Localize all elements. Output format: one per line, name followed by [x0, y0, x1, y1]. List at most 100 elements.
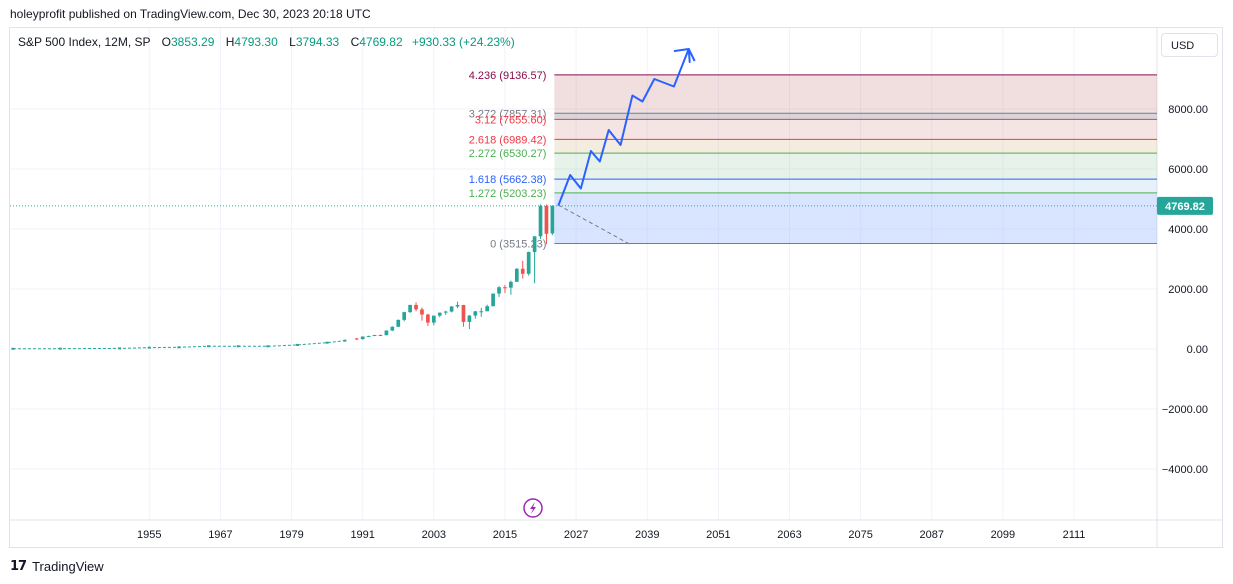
y-tick-label: −4000.00: [1162, 464, 1208, 476]
candle-body: [509, 281, 513, 288]
candle-body: [431, 315, 436, 323]
candle-body: [479, 311, 484, 313]
fib-band: [554, 192, 1157, 244]
candle-body: [414, 304, 418, 310]
fib-band: [554, 119, 1157, 140]
fib-band: [554, 153, 1157, 180]
candle-body: [473, 311, 478, 316]
early-candle: [343, 339, 347, 342]
candle-body: [532, 236, 537, 253]
y-tick-label: 2000.00: [1168, 284, 1208, 296]
early-candle: [236, 345, 240, 348]
early-candle: [295, 343, 299, 346]
early-candle: [207, 345, 211, 348]
x-tick-label: 2015: [493, 529, 517, 541]
candle-body: [449, 306, 454, 312]
candle-body: [503, 287, 507, 289]
x-tick-label: 1979: [279, 529, 303, 541]
fib-level-label: 1.618 (5662.38): [469, 174, 547, 186]
fib-level-label: 3.12 (7655.60): [475, 114, 547, 126]
x-tick-label: 2027: [564, 529, 588, 541]
candle-body: [384, 330, 389, 336]
open-label: O: [161, 35, 171, 49]
projection-arrow-path: [557, 48, 696, 206]
candle-body: [354, 338, 359, 340]
projection-arrowhead: [673, 48, 691, 63]
fib-level-label: 1.272 (5203.23): [469, 188, 547, 200]
candle-body: [437, 312, 442, 316]
fib-level-label: 2.618 (6989.42): [469, 134, 547, 146]
candle-body: [491, 293, 495, 307]
x-tick-label: 1967: [208, 529, 232, 541]
fib-band: [554, 113, 1157, 120]
candle-body: [366, 335, 371, 337]
candle-body: [544, 206, 549, 234]
candle-body: [485, 306, 490, 312]
fib-band: [554, 74, 1157, 114]
y-tick-label: 8000.00: [1168, 104, 1208, 116]
early-candle: [177, 346, 181, 349]
candle-body: [550, 205, 555, 234]
candle-body: [372, 335, 377, 337]
early-candle: [147, 346, 151, 349]
y-tick-label: −2000.00: [1162, 404, 1208, 416]
currency-button[interactable]: USD: [1161, 33, 1218, 57]
close-label: C: [350, 35, 360, 49]
open-value: 3853.29: [171, 35, 215, 49]
candle-body: [497, 287, 501, 294]
footer-brand-label: TradingView: [32, 558, 104, 574]
chart-frame: [9, 27, 1223, 548]
x-tick-label: 2099: [991, 529, 1015, 541]
fib-level-label: 3.272 (7857.31): [469, 108, 547, 120]
early-candle: [325, 341, 329, 344]
candle-body: [360, 336, 365, 340]
low-value: 3794.33: [295, 35, 340, 49]
early-candle: [266, 345, 270, 348]
fib-level-label: 0 (3515.23): [490, 239, 546, 251]
candle-body: [390, 326, 395, 331]
symbol-name[interactable]: S&P 500 Index, 12M, SP: [18, 35, 151, 49]
candle-body: [408, 304, 412, 313]
grid: [10, 28, 1157, 520]
fib-band: [554, 139, 1157, 154]
candle-body: [443, 311, 448, 313]
candle-body: [426, 314, 430, 323]
x-tick-label: 2003: [422, 529, 446, 541]
y-tick-label: 4000.00: [1168, 224, 1208, 236]
high-label: H: [225, 35, 235, 49]
low-label: L: [289, 35, 296, 49]
candle-body: [538, 206, 543, 237]
candle-body: [420, 309, 424, 315]
early-candle: [58, 347, 62, 350]
candle-body: [467, 315, 472, 322]
event-lightning-icon[interactable]: [523, 498, 543, 518]
y-tick-label: 0.00: [1187, 344, 1208, 356]
close-value: 4769.82: [359, 35, 403, 49]
candle-body: [514, 268, 519, 282]
current-price-badge: [1157, 196, 1213, 215]
fib-band: [554, 179, 1157, 193]
x-tick-label: 1955: [137, 529, 161, 541]
high-value: 4793.30: [234, 35, 278, 49]
footer-brand: 𝟭𝟳 TradingView: [10, 558, 104, 574]
current-price-badge-label: 4769.82: [1165, 201, 1205, 213]
candle-body: [520, 268, 525, 274]
candle-body: [396, 319, 401, 327]
x-tick-label: 1991: [350, 529, 374, 541]
x-tick-label: 2063: [777, 529, 801, 541]
candle-body: [455, 304, 460, 307]
early-candle: [11, 347, 15, 350]
x-tick-label: 2087: [920, 529, 944, 541]
x-tick-label: 2051: [706, 529, 730, 541]
fib-level-label: 2.272 (6530.27): [469, 148, 547, 160]
candle-body: [402, 312, 407, 320]
plot-area: 4.236 (9136.57) 3.272 (7857.31)3.12 (7655…: [10, 48, 1157, 350]
early-candle: [118, 347, 122, 350]
x-tick-label: 2111: [1063, 529, 1086, 541]
publisher-caption: holeyprofit published on TradingView.com…: [10, 7, 371, 21]
tradingview-logo-icon: 𝟭𝟳: [10, 558, 27, 573]
symbol-legend: S&P 500 Index, 12M, SP O3853.29 H4793.30…: [18, 35, 515, 49]
fib-level-label: 4.236 (9136.57): [469, 70, 547, 82]
candle-body: [461, 304, 466, 322]
